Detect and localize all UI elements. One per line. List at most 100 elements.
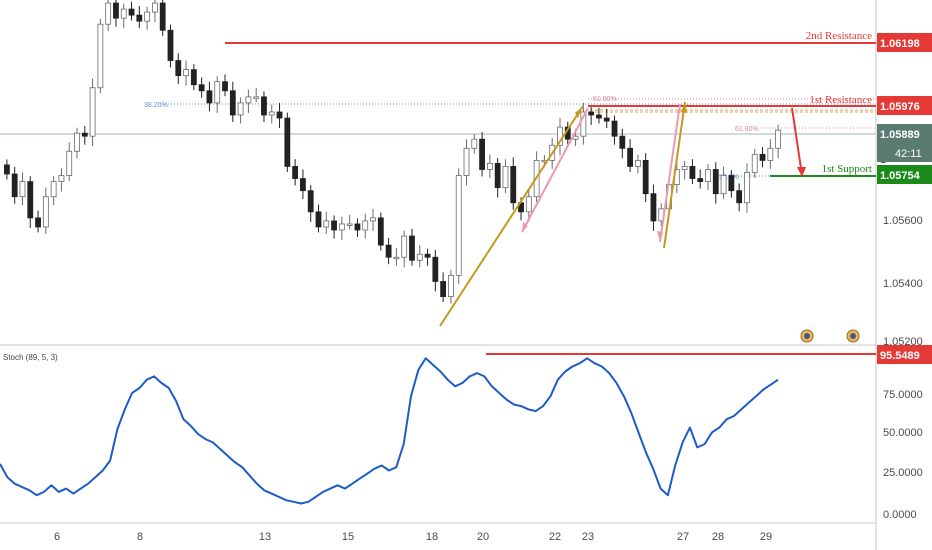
trend-drawing-down-2[interactable]	[657, 103, 681, 243]
candle-body	[128, 8, 135, 16]
candle-body	[42, 196, 49, 228]
stoch-line[interactable]	[0, 357, 779, 505]
candle-body	[619, 135, 626, 149]
stoch-tick-50: 50.0000	[883, 427, 923, 439]
svg-text:1.05889: 1.05889	[880, 129, 920, 141]
candle-body	[113, 2, 119, 19]
stoch-pane[interactable]: Stoch (89, 5, 3) 95.5489 75.0000 50.0000…	[0, 345, 932, 521]
time-tick-23: 23	[582, 531, 594, 543]
candle-body	[486, 163, 493, 170]
stoch-tick-0: 0.0000	[883, 509, 917, 521]
candle-body	[315, 211, 322, 228]
candle-body	[650, 193, 657, 222]
candle-body	[19, 181, 26, 198]
candle-body	[66, 150, 73, 176]
time-tick-8: 8	[137, 531, 143, 543]
candle-body	[159, 2, 166, 31]
candle-body	[27, 181, 34, 219]
candle-body	[525, 196, 532, 213]
svg-text:1.05976: 1.05976	[880, 101, 920, 113]
candle-body	[229, 90, 236, 116]
price-tag-1st-support: 1.05754	[877, 165, 932, 184]
candle-body	[759, 153, 766, 161]
candle-body	[642, 159, 649, 195]
candle-body	[409, 235, 415, 261]
candle-body	[307, 190, 314, 213]
candle-body	[331, 220, 337, 231]
candle-body	[120, 8, 127, 19]
candle-body	[440, 281, 447, 297]
time-axis[interactable]: 6 8 13 15 18 20 22 23 27 28 29	[54, 531, 772, 543]
svg-text:1.05754: 1.05754	[880, 170, 921, 182]
candle-body	[136, 14, 143, 22]
candle-body	[245, 96, 252, 104]
time-tick-27: 27	[677, 531, 689, 543]
candle-body	[206, 90, 213, 104]
candle-body	[198, 84, 205, 92]
price-tag-2nd-resistance: 1.06198	[877, 33, 932, 52]
candle-body	[323, 220, 330, 228]
candle-body	[268, 111, 275, 116]
candle-body	[603, 117, 610, 122]
candle-body	[728, 175, 735, 192]
trend-drawing-up-2[interactable]	[663, 101, 687, 249]
candle-body	[74, 132, 80, 152]
candle-body	[81, 132, 88, 137]
candle-body	[510, 166, 517, 204]
trend-drawing-up-1[interactable]	[439, 105, 584, 327]
candle-body	[292, 166, 299, 179]
candle-body	[89, 87, 96, 137]
level-label-1st-resistance: 1st Resistance	[809, 94, 872, 106]
level-label-2nd-resistance: 2nd Resistance	[806, 30, 872, 42]
candle-body	[237, 102, 244, 116]
candle-body	[362, 220, 369, 231]
candle-body	[689, 166, 696, 179]
candle-body	[50, 181, 57, 198]
time-tick-15: 15	[342, 531, 354, 543]
candle-body	[300, 178, 306, 192]
candle-body	[705, 169, 711, 182]
candle-body	[183, 69, 189, 77]
time-tick-22: 22	[549, 531, 561, 543]
stoch-title: Stoch (89, 5, 3)	[3, 353, 58, 362]
candle-body	[634, 159, 641, 167]
svg-text:1.06198: 1.06198	[880, 38, 920, 50]
candle-body	[144, 11, 151, 22]
candle-body	[736, 190, 743, 204]
candle-body	[276, 111, 283, 119]
candle-body	[370, 217, 376, 222]
candle-body	[463, 147, 470, 176]
candle-body	[11, 173, 18, 198]
countdown-timer: 42:11	[895, 148, 922, 160]
candle-body	[611, 120, 618, 137]
price-tag-1st-resistance: 1.05976	[877, 96, 932, 115]
candle-body	[697, 178, 704, 182]
event-icon-1[interactable]	[800, 329, 814, 343]
candle-body	[744, 172, 750, 204]
candle-body	[432, 256, 439, 282]
candle-body	[471, 138, 478, 149]
candle-body	[751, 153, 758, 173]
candle-body	[401, 235, 408, 258]
stoch-marker-tag: 95.5489	[877, 345, 932, 364]
event-icon-2[interactable]	[846, 329, 860, 343]
candle-body	[377, 217, 384, 246]
candle-body	[214, 81, 221, 104]
candle-body	[767, 147, 774, 161]
level-label-1st-support: 1st Support	[822, 163, 872, 175]
price-tag-current: 1.05889 42:11	[877, 124, 932, 162]
fib-label-mid: 61.80%	[735, 126, 759, 133]
forecast-arrow-down[interactable]	[791, 107, 806, 177]
candle-body	[284, 117, 291, 167]
trend-drawing-down-1[interactable]	[521, 107, 589, 233]
time-tick-29: 29	[760, 531, 772, 543]
candle-body	[479, 138, 485, 170]
candle-body	[580, 111, 587, 137]
candle-body	[261, 96, 267, 116]
time-tick-6: 6	[54, 531, 60, 543]
candle-body	[354, 223, 361, 231]
candle-body	[424, 253, 431, 258]
